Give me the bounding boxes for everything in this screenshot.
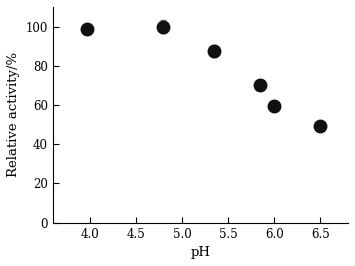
Y-axis label: Relative activity/%: Relative activity/% [7,52,20,177]
X-axis label: pH: pH [190,246,211,259]
